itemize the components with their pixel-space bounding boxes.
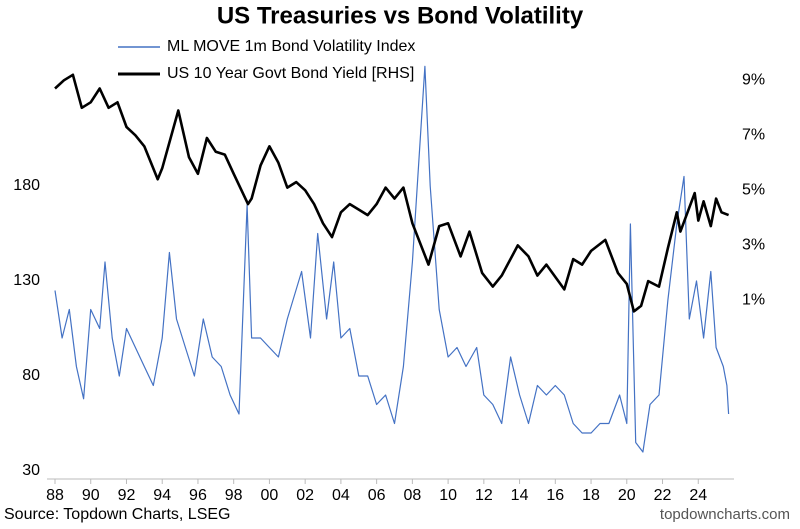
x-tick-label: 16	[546, 487, 564, 504]
y-tick-label: 80	[22, 367, 40, 384]
y-tick-label: 130	[13, 272, 40, 289]
watermark: topdowncharts.com	[660, 506, 790, 523]
x-tick-label: 14	[511, 487, 529, 504]
legend-label: ML MOVE 1m Bond Volatility Index	[167, 38, 415, 55]
x-tick-label: 90	[82, 487, 100, 504]
x-tick-label: 22	[654, 487, 672, 504]
x-tick-label: 12	[475, 487, 493, 504]
x-tick-label: 24	[689, 487, 707, 504]
x-tick-label: 20	[618, 487, 636, 504]
x-tick-label: 98	[225, 487, 243, 504]
x-tick-label: 06	[368, 487, 386, 504]
chart-title: US Treasuries vs Bond Volatility	[217, 2, 584, 29]
x-tick-label: 94	[153, 487, 171, 504]
y2-tick-label: 3%	[742, 237, 765, 254]
legend-label: US 10 Year Govt Bond Yield [RHS]	[167, 65, 414, 82]
x-tick-label: 10	[439, 487, 457, 504]
y2-tick-label: 5%	[742, 182, 765, 199]
x-tick-label: 00	[261, 487, 279, 504]
x-tick-label: 04	[332, 487, 350, 504]
y-tick-label: 180	[13, 177, 40, 194]
x-tick-label: 96	[189, 487, 207, 504]
source: Source: Topdown Charts, LSEG	[4, 506, 231, 523]
y2-tick-label: 7%	[742, 127, 765, 144]
y2-tick-label: 9%	[742, 71, 765, 88]
series-line	[54, 73, 730, 313]
x-tick-label: 92	[118, 487, 136, 504]
y-tick-label: 30	[22, 462, 40, 479]
series-line	[54, 65, 730, 453]
y2-tick-label: 1%	[742, 292, 765, 309]
x-tick-label: 08	[403, 487, 421, 504]
x-tick-label: 02	[296, 487, 314, 504]
x-tick-label: 18	[582, 487, 600, 504]
x-tick-label: 88	[46, 487, 64, 504]
